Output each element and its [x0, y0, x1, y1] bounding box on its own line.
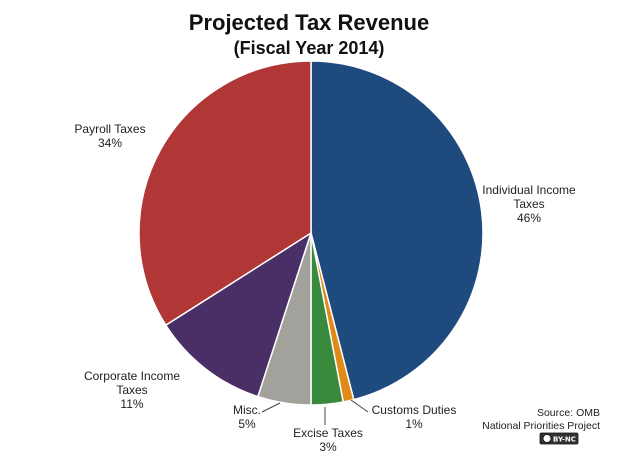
cc-icon [542, 434, 552, 443]
source-text: Source: OMB [537, 407, 600, 419]
slice-label-5: Payroll Taxes 34% [74, 122, 145, 150]
slice-name-label: Misc. [233, 403, 261, 417]
slice-value-label: 3% [319, 440, 337, 454]
license-text: BY-NC [553, 435, 576, 443]
slice-labels: Individual Income Taxes 46%Customs Duties 1… [74, 122, 576, 454]
slice-value-label: 34% [98, 136, 122, 150]
leader-line-3 [261, 402, 281, 413]
slice-name-label: Taxes [513, 197, 544, 211]
org-text: National Priorities Project [482, 420, 600, 432]
slice-name-label: Individual Income [482, 183, 576, 197]
slice-label-4: Corporate Income Taxes 11% [84, 369, 180, 411]
slice-label-3: Misc. 5% [233, 403, 261, 431]
chart-subtitle: (Fiscal Year 2014) [234, 38, 385, 58]
slice-value-label: 5% [238, 417, 256, 431]
slice-name-label: Customs Duties [372, 403, 457, 417]
slice-label-0: Individual Income Taxes 46% [482, 183, 576, 225]
pie-slice-0 [310, 60, 484, 401]
slice-name-label: Taxes [116, 383, 147, 397]
cc-license-badge: BY-NC [539, 432, 579, 445]
slice-name-label: Excise Taxes [293, 426, 363, 440]
slice-value-label: 46% [517, 211, 541, 225]
slice-label-1: Customs Duties 1% [372, 403, 457, 431]
leader-line-1 [350, 399, 369, 413]
pie-slice-4 [164, 231, 313, 398]
slice-name-label: Payroll Taxes [74, 122, 145, 136]
slice-label-2: Excise Taxes 3% [293, 426, 363, 454]
slice-value-label: 1% [405, 417, 423, 431]
chart-title: Projected Tax Revenue [189, 10, 429, 35]
slice-value-label: 11% [120, 397, 143, 411]
pie-slices [138, 60, 484, 406]
pie-slice-5 [138, 60, 312, 327]
slice-name-label: Corporate Income [84, 369, 180, 383]
